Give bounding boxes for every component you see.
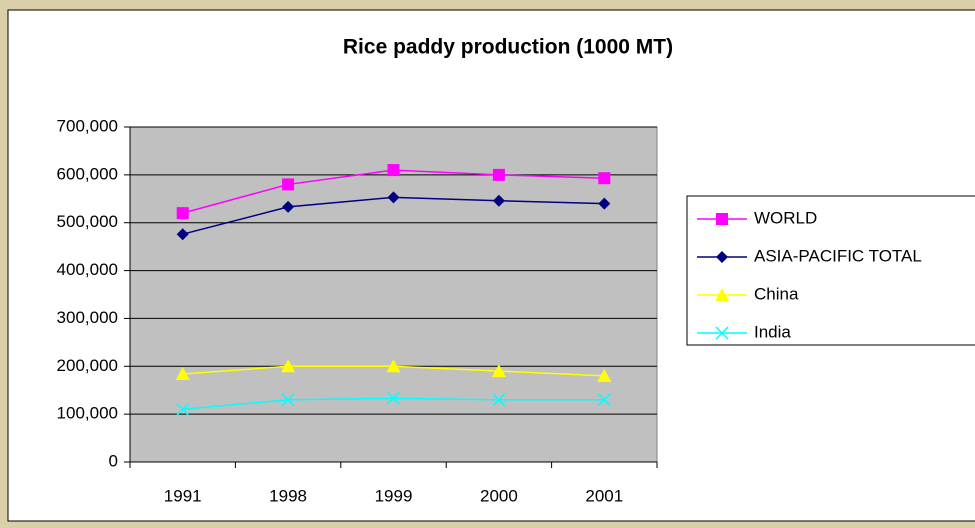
marker [598, 172, 610, 184]
chart: Rice paddy production (1000 MT) 0 100,000… [0, 0, 975, 528]
marker [493, 169, 505, 181]
y-tick-label: 100,000 [57, 404, 118, 423]
y-tick-label: 200,000 [57, 356, 118, 375]
y-tick-label: 700,000 [57, 116, 118, 135]
legend-marker [716, 213, 728, 225]
y-tick-label: 600,000 [57, 164, 118, 183]
marker [282, 178, 294, 190]
y-tick-label: 0 [109, 451, 118, 470]
x-tick-label: 1998 [269, 486, 307, 505]
x-tick-label: 2000 [480, 486, 518, 505]
marker [388, 164, 400, 176]
y-tick-label: 500,000 [57, 212, 118, 231]
chart-title: Rice paddy production (1000 MT) [343, 36, 673, 59]
legend-label: India [754, 322, 791, 341]
legend-label: China [754, 284, 799, 303]
y-tick-label: 300,000 [57, 308, 118, 327]
legend-label: ASIA-PACIFIC TOTAL [754, 246, 922, 265]
x-tick-label: 1991 [164, 486, 202, 505]
y-tick-label: 400,000 [57, 260, 118, 279]
marker [177, 207, 189, 219]
x-tick-label: 2001 [585, 486, 623, 505]
x-tick-label: 1999 [375, 486, 413, 505]
legend-label: WORLD [754, 208, 817, 227]
